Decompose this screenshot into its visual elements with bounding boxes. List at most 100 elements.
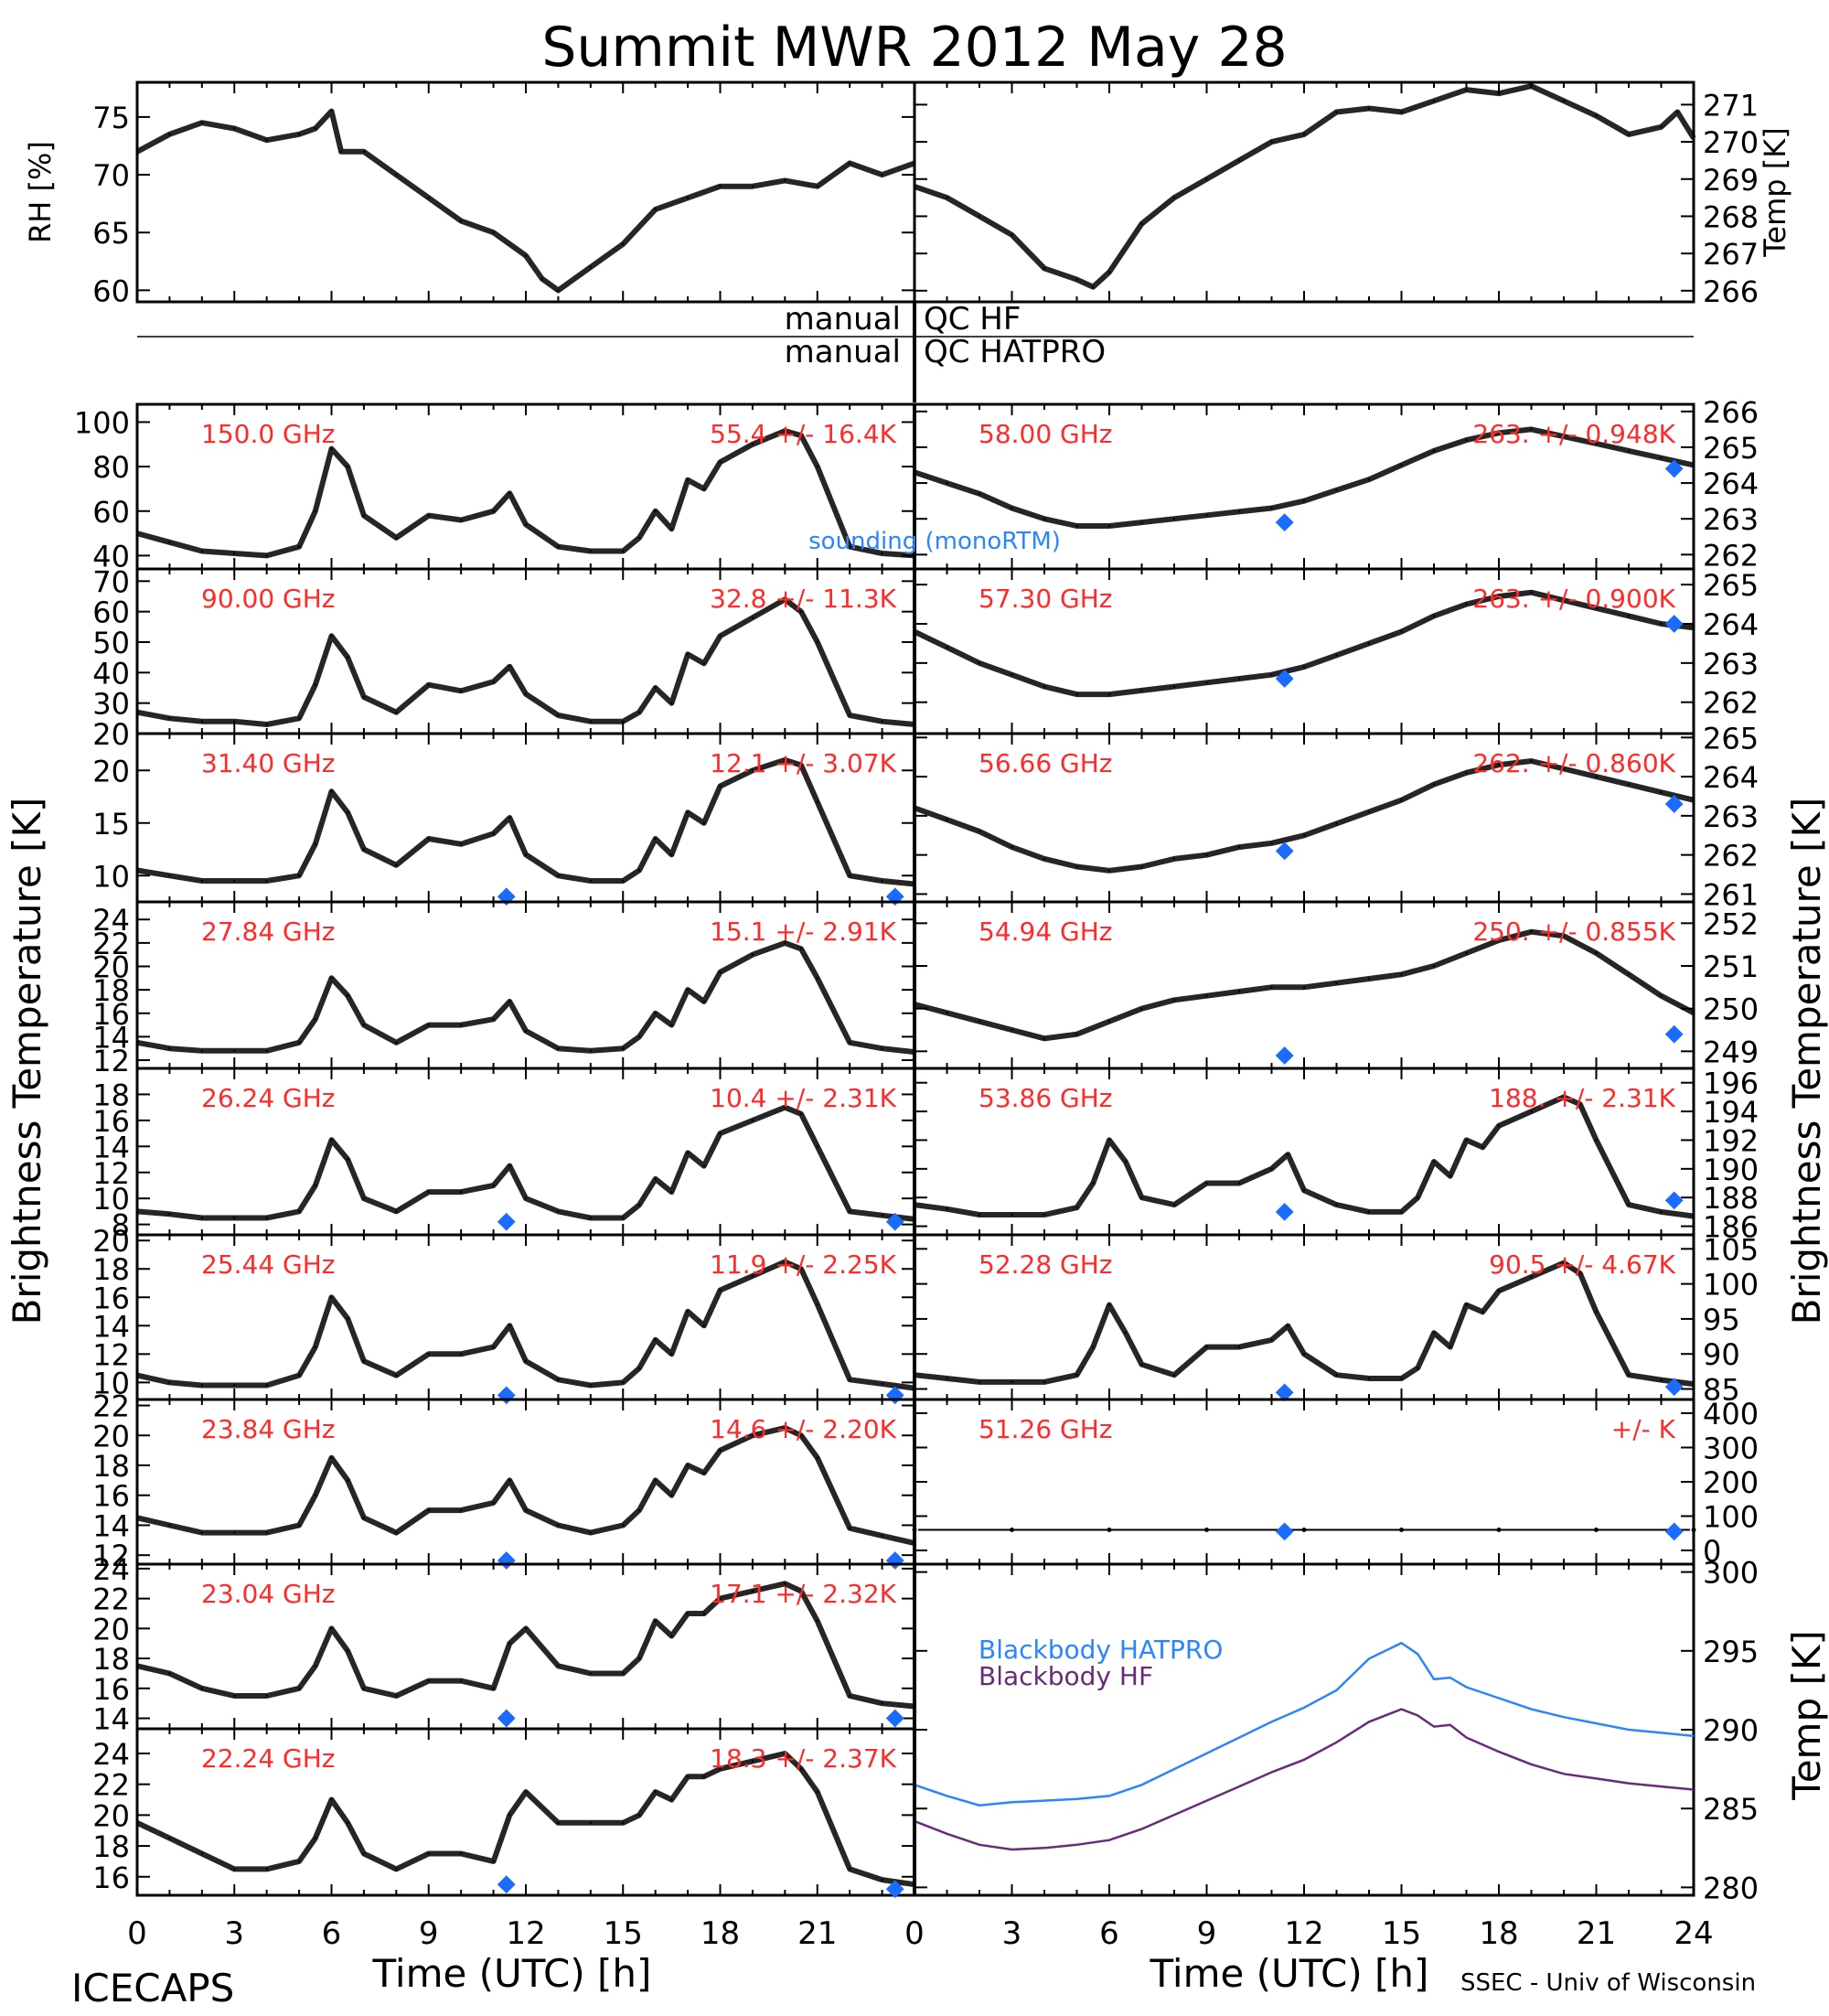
y-tick-label: 262 [1703,538,1759,573]
data-point [362,848,366,851]
data-point [622,879,625,883]
data-point [297,133,301,136]
data-point [459,1852,463,1855]
y-tick-label: 196 [1703,1067,1759,1101]
data-point [1107,271,1111,273]
data-point [1692,136,1695,140]
data-point [233,879,236,883]
data-point [1595,951,1598,955]
data-point [557,1524,560,1527]
data-point [686,1612,690,1615]
y-tick-label: 400 [1703,1397,1759,1432]
data-point [622,242,625,246]
sounding-marker [1664,1522,1684,1541]
data-point [1107,869,1111,872]
data-point [1107,1528,1112,1532]
data-point [135,1517,139,1519]
y-tick-label: 24 [92,1552,130,1587]
data-point [557,1210,560,1213]
data-point [1660,1210,1663,1214]
data-point [1676,111,1679,113]
y-tick-label: 249 [1703,1035,1759,1069]
data-point [1107,1139,1111,1142]
series-line-blackbody-hatpro [914,1641,1695,1807]
data-point [135,150,139,153]
data-point [799,1268,803,1271]
data-point [1043,267,1046,270]
y-tick-label: 0 [1703,1534,1721,1569]
data-point [395,711,398,713]
data-point [557,874,560,877]
data-point [978,661,981,665]
data-point [395,863,398,866]
data-point [1595,442,1598,445]
data-point [1043,1380,1046,1384]
y-tick-label: 16 [92,1479,130,1514]
data-point [1595,1139,1598,1142]
data-point [589,720,593,723]
sounding-marker [885,1551,904,1570]
data-point [719,461,722,464]
data-point [881,1047,883,1050]
sounding-marker [1275,1522,1294,1541]
data-point [1432,449,1436,453]
data-point [1692,627,1695,629]
y-tick-label: 264 [1703,466,1759,501]
data-point [168,1047,171,1050]
y-tick-label: 265 [1703,568,1759,603]
data-point [881,720,883,723]
data-point [1204,1528,1209,1532]
data-point [1691,1528,1696,1532]
y-tick-label: 105 [1703,1232,1759,1267]
data-point [168,874,171,877]
data-point [670,702,673,704]
frequency-label: 53.86 GHz [979,1083,1113,1113]
stats-label: 250. +/- 0.855K [1472,917,1675,947]
y-tick-label: 16 [92,1672,130,1707]
data-point [816,977,818,980]
data-point [297,1687,301,1690]
data-point [654,1479,657,1482]
data-point [1660,994,1663,997]
y-tick-label: 16 [92,1104,130,1139]
y-tick-label: 16 [92,1281,130,1315]
data-point [1595,114,1598,117]
data-point [1465,88,1468,91]
data-point [1400,464,1403,466]
stats-label: 32.8 +/- 11.3K [710,584,896,614]
data-point [135,1821,139,1824]
data-point [330,1139,333,1142]
x-tick-label-left: 6 [322,1915,342,1952]
y-tick-label: 200 [1703,1465,1759,1500]
data-point [135,869,139,872]
data-point [1092,1182,1095,1185]
sounding-marker [1275,842,1294,861]
data-point [1107,524,1111,528]
data-point [1302,1189,1306,1192]
data-point [200,550,204,552]
data-point [702,1612,705,1615]
data-point [1270,140,1273,144]
y-tick-label: 20 [92,1612,130,1646]
data-point [524,1359,528,1363]
data-point [395,1531,398,1534]
data-point [1205,994,1208,997]
data-point [135,1041,139,1045]
data-point [751,769,754,772]
data-point [1140,1007,1143,1010]
data-point [330,110,333,113]
data-point [686,478,690,481]
data-point [1011,233,1013,236]
x-tick-label-right: 6 [1099,1915,1119,1952]
data-point [265,1531,268,1534]
data-point [168,541,171,544]
y-tick-label: 295 [1703,1635,1759,1669]
sounding-marker [1664,459,1684,478]
data-point [881,1701,883,1705]
y-tick-label: 265 [1703,431,1759,466]
data-point [427,837,430,841]
sounding-marker [1664,615,1684,633]
